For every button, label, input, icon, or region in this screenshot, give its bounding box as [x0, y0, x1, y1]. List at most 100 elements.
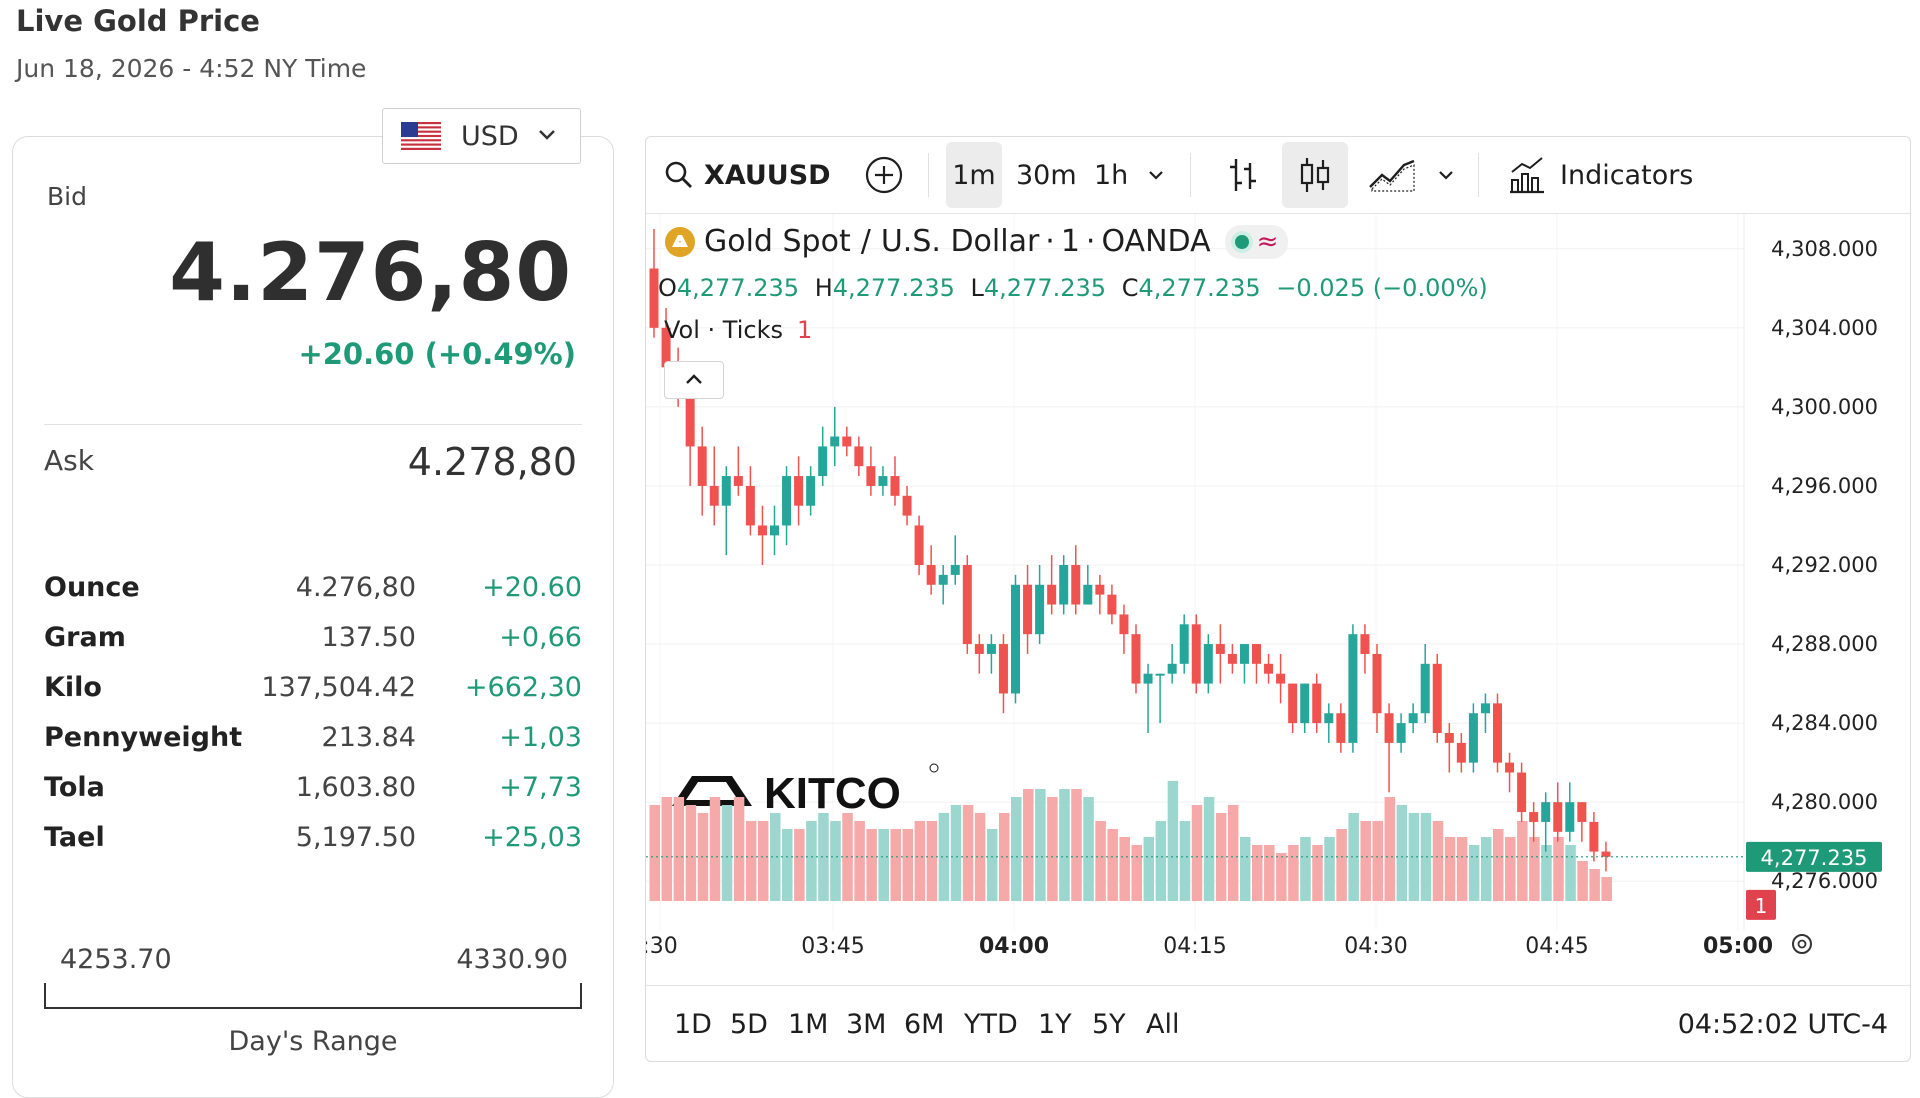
candle-body	[1191, 624, 1201, 684]
symbol-search-button[interactable]: XAUUSD	[664, 137, 831, 213]
collapse-legend-button[interactable]	[664, 361, 724, 399]
volume-bar	[745, 821, 757, 901]
candle-body	[709, 485, 719, 506]
area-chart-icon	[1369, 159, 1415, 192]
unit-name: Gram	[44, 622, 126, 653]
volume-bar	[1372, 821, 1383, 901]
interval-1m-button[interactable]: 1m	[946, 142, 1002, 208]
candle-chart-type-button[interactable]	[1282, 142, 1348, 208]
candle-body	[1071, 565, 1081, 605]
low-label: L	[970, 274, 984, 302]
volume-bar	[1493, 829, 1504, 901]
interval-30m-button[interactable]: 30m	[1016, 137, 1077, 213]
candle-body	[1252, 644, 1261, 664]
area-chart-type-button[interactable]	[1368, 137, 1416, 213]
volume-bar	[878, 829, 889, 901]
legend-interval: 1	[1060, 224, 1080, 259]
unit-change: +20.60	[482, 572, 582, 603]
x-tick-label: 04:30	[1344, 934, 1407, 959]
candle-body	[1215, 644, 1225, 654]
ohlc-bars-icon	[1230, 159, 1256, 191]
range-3m-button[interactable]: 3M	[846, 986, 886, 1061]
volume-bar	[1107, 829, 1118, 901]
interval-menu-button[interactable]	[1146, 137, 1166, 213]
volume-bar	[1468, 845, 1480, 901]
volume-bar	[1324, 837, 1335, 901]
candle-body	[721, 476, 731, 506]
change-value: −0.025 (−0.00%)	[1276, 274, 1488, 302]
indicators-button[interactable]: Indicators	[1508, 137, 1693, 213]
x-tick-label: 04:00	[979, 934, 1049, 959]
chart-area[interactable]: 4,308.000 4,304.000 4,300.000 4,296.000 4,29…	[646, 214, 1910, 984]
candle-body	[1456, 742, 1466, 763]
candle-body	[1517, 772, 1527, 813]
candle-body	[733, 476, 743, 486]
settings-gear-center-icon	[1797, 939, 1807, 949]
price-panel	[12, 136, 614, 1098]
quote-currency: U.S. Dollar	[880, 224, 1040, 259]
unit-change: +662,30	[464, 672, 582, 703]
candle-body	[1505, 762, 1515, 773]
volume-bar	[866, 829, 877, 901]
candle-body	[1444, 733, 1454, 743]
volume-bar	[926, 821, 938, 901]
range-ytd-button[interactable]: YTD	[964, 986, 1018, 1061]
volume-bar	[1505, 837, 1516, 901]
ask-price: 4.278,80	[407, 440, 577, 484]
indicators-label: Indicators	[1560, 159, 1694, 191]
currency-dropdown[interactable]: USD	[382, 108, 581, 164]
chart-type-menu-button[interactable]	[1436, 137, 1456, 213]
y-tick-label: 4,304.000	[1771, 316, 1878, 340]
volume-bar	[1360, 821, 1371, 901]
volume-bar	[1239, 837, 1251, 901]
plus-circle-icon	[865, 156, 903, 194]
candle-body	[1227, 653, 1237, 664]
candle-body	[1083, 584, 1093, 605]
range-label: 1Y	[1038, 1008, 1072, 1040]
candle-body	[770, 525, 779, 536]
candle-body	[1348, 634, 1358, 743]
range-5d-button[interactable]: 5D	[730, 986, 768, 1061]
candle-body	[782, 476, 792, 526]
volume-bar	[733, 797, 745, 901]
currency-label: USD	[461, 120, 519, 152]
unit-change: +0,66	[499, 622, 582, 653]
candle-body	[1011, 584, 1020, 694]
volume-bar	[902, 829, 914, 901]
y-tick-label: 4,276.000	[1771, 869, 1878, 893]
candle-body	[926, 565, 936, 585]
range-5y-button[interactable]: 5Y	[1092, 986, 1126, 1061]
candle-body	[1239, 644, 1249, 664]
bar-chart-type-button[interactable]	[1226, 137, 1262, 213]
volume-bar	[1553, 837, 1564, 901]
symbol-label: XAUUSD	[704, 159, 831, 191]
range-all-button[interactable]: All	[1146, 986, 1179, 1061]
interval-1h-button[interactable]: 1h	[1094, 137, 1128, 213]
candle-body	[1420, 663, 1430, 714]
volume-bar	[1577, 861, 1588, 901]
market-status[interactable]: ≈	[1224, 224, 1289, 259]
compare-symbol-button[interactable]	[864, 137, 904, 213]
unit-name: Ounce	[44, 572, 140, 603]
market-open-dot-icon	[1234, 234, 1249, 249]
page-subtitle: Jun 18, 2026 - 4:52 NY Time	[16, 54, 367, 83]
volume-bar	[1589, 869, 1600, 901]
range-6m-button[interactable]: 6M	[904, 986, 944, 1061]
range-1d-button[interactable]: 1D	[674, 986, 712, 1061]
volume-bar	[1408, 813, 1420, 901]
candle-body	[1107, 594, 1117, 615]
volume-bar	[1023, 789, 1034, 901]
candle-body	[661, 327, 671, 368]
interval-label: 1h	[1094, 159, 1129, 191]
volume-label: Vol · Ticks	[664, 316, 783, 344]
volume-bar	[1035, 789, 1046, 901]
range-1m-button[interactable]: 1M	[788, 986, 828, 1061]
volume-bar	[914, 821, 926, 901]
candle-body	[1360, 634, 1370, 654]
y-tick-label: 4,284.000	[1771, 711, 1878, 735]
unit-row-tael: Tael 5,197.50 +25,03	[44, 822, 582, 872]
volume-bar	[1119, 837, 1130, 901]
range-1y-button[interactable]: 1Y	[1038, 986, 1072, 1061]
unit-price: 137,504.42	[261, 672, 416, 703]
chart-clock[interactable]: 04:52:02 UTC-4	[1677, 1008, 1888, 1040]
